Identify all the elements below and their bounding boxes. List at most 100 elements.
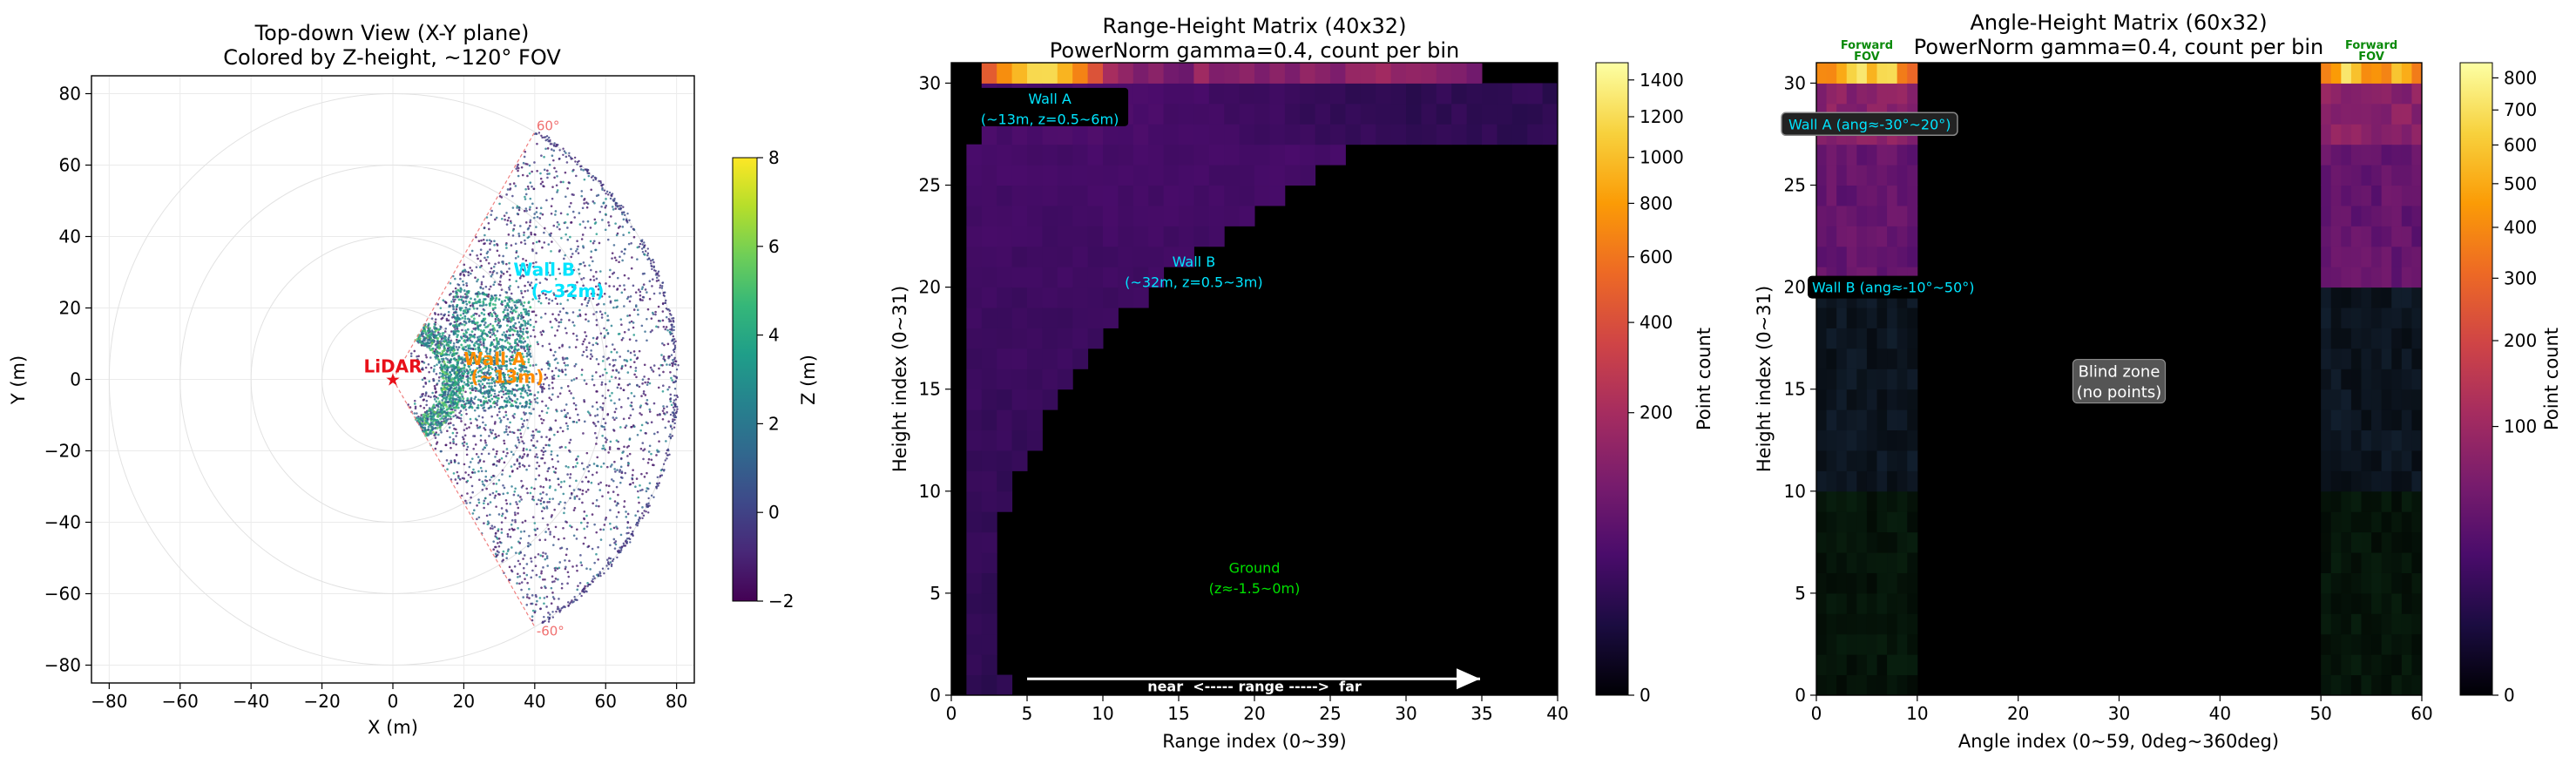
scatter-point	[647, 502, 650, 504]
scatter-point	[590, 188, 592, 192]
scatter-point	[445, 348, 449, 352]
scatter-point	[619, 255, 621, 259]
scatter-point	[464, 402, 468, 405]
scatter-point	[624, 540, 627, 543]
scatter-point	[498, 493, 501, 496]
scatter-point	[472, 348, 475, 351]
scatter-point	[531, 202, 534, 206]
scatter-point	[505, 212, 508, 214]
scatter-point	[578, 212, 581, 214]
scatter-point	[466, 344, 470, 348]
scatter-point	[585, 335, 588, 338]
scatter-point	[445, 405, 448, 409]
scatter-point	[632, 469, 634, 471]
scatter-point	[667, 308, 670, 311]
scatter-point	[654, 310, 657, 314]
scatter-point	[469, 501, 471, 504]
scatter-point	[661, 417, 665, 421]
scatter-point	[538, 415, 541, 417]
scatter-point	[443, 360, 446, 363]
scatter-point	[522, 566, 525, 570]
scatter-point	[490, 430, 492, 434]
scatter-point	[474, 373, 477, 376]
scatter-point	[630, 425, 633, 429]
scatter-point	[449, 436, 451, 439]
scatter-point	[484, 285, 488, 288]
scatter-point	[542, 485, 545, 489]
scatter-point	[526, 335, 530, 339]
scatter-point	[580, 238, 584, 240]
scatter-point	[500, 365, 504, 368]
scatter-point	[613, 418, 616, 422]
scatter-point	[505, 324, 509, 328]
scatter-point	[591, 375, 594, 377]
scatter-point	[489, 242, 491, 245]
heatmap-cell	[1087, 144, 1104, 166]
scatter-point	[611, 257, 613, 260]
scatter-point	[454, 298, 456, 301]
heatmap-cell	[1057, 63, 1073, 84]
scatter-point	[583, 202, 585, 205]
scatter-point	[662, 325, 666, 328]
scatter-point	[449, 387, 452, 389]
scatter-point	[606, 193, 610, 196]
scatter-point	[454, 310, 457, 314]
scatter-point	[646, 317, 648, 321]
scatter-point	[658, 374, 661, 377]
heatmap-cell	[966, 308, 983, 328]
scatter-point	[632, 284, 635, 287]
scatter-point	[640, 287, 644, 291]
heatmap-cell	[1269, 83, 1286, 105]
scatter-point	[661, 319, 665, 322]
scatter-point	[454, 414, 457, 417]
scatter-point	[533, 161, 536, 164]
z-colorbar-tick-label: 0	[768, 502, 780, 523]
heatmap-cell	[1057, 165, 1073, 186]
scatter-point	[495, 452, 498, 456]
scatter-point	[606, 319, 609, 321]
scatter-point	[428, 380, 431, 382]
scatter-point	[558, 483, 560, 486]
scatter-point	[573, 156, 577, 159]
heatmap-cell	[1103, 287, 1119, 308]
scatter-point	[566, 312, 569, 314]
scatter-point	[579, 294, 582, 297]
scatter-point	[608, 191, 612, 194]
scatter-point	[520, 498, 523, 501]
heatmap-cell	[966, 165, 983, 186]
heatmap-cell	[1072, 267, 1089, 288]
scatter-point	[517, 511, 519, 515]
scatter-point	[603, 425, 605, 429]
scatter-point	[673, 388, 677, 390]
scatter-point	[443, 313, 446, 316]
scatter-point	[456, 404, 459, 407]
scatter-point	[508, 426, 510, 429]
heatmap-cell	[1072, 185, 1089, 206]
scatter-point	[440, 364, 443, 368]
scatter-point	[572, 402, 576, 405]
scatter-point	[484, 470, 488, 473]
scatter-point	[582, 468, 585, 470]
heatmap-cell	[1179, 185, 1194, 206]
scatter-point	[578, 497, 581, 501]
heatmap-cell	[1057, 226, 1073, 247]
heatmap-cell	[1284, 144, 1301, 166]
scatter-point	[627, 231, 631, 234]
scatter-point	[658, 440, 660, 443]
scatter-point	[523, 369, 526, 373]
scatter-point	[571, 296, 575, 299]
scatter-point	[518, 429, 522, 431]
scatter-point	[616, 386, 619, 389]
scatter-point	[490, 387, 493, 390]
scatter-point	[507, 548, 510, 551]
scatter-point	[606, 331, 610, 335]
scatter-point	[463, 372, 465, 375]
scatter-point	[490, 333, 494, 336]
scatter-point	[506, 302, 509, 305]
scatter-point	[496, 272, 498, 274]
scatter-point	[547, 443, 550, 447]
scatter-point	[523, 365, 526, 368]
scatter-point	[575, 421, 578, 424]
scatter-point	[662, 407, 666, 410]
scatter-point	[505, 355, 508, 358]
